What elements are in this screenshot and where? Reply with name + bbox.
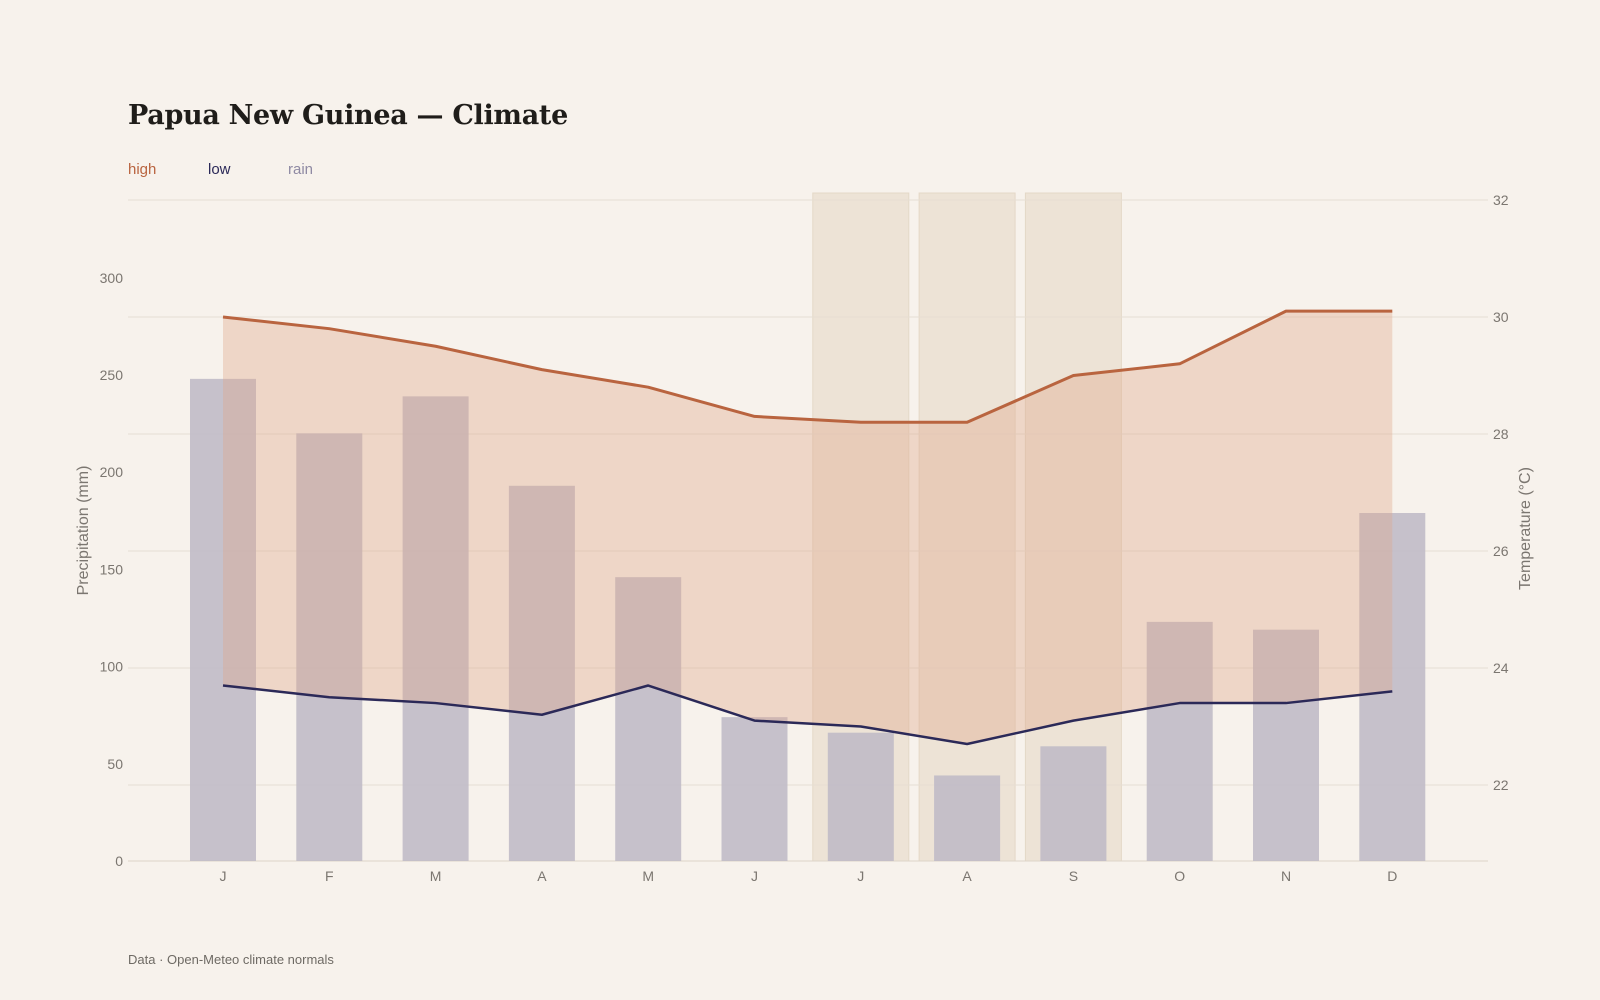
x-tick-label: S xyxy=(1069,868,1078,884)
right-tick-label: 26 xyxy=(1493,543,1509,559)
x-tick-label: A xyxy=(537,868,547,884)
right-tick-label: 32 xyxy=(1493,192,1509,208)
x-tick-label: M xyxy=(642,868,654,884)
left-tick-label: 0 xyxy=(115,853,123,869)
x-tick-label: A xyxy=(962,868,972,884)
rain-bar xyxy=(721,717,788,861)
rain-bar xyxy=(1040,746,1107,861)
rain-bar xyxy=(934,775,1001,861)
left-tick-label: 200 xyxy=(100,464,124,480)
rain-bar xyxy=(1146,621,1213,861)
chart-title: Papua New Guinea — Climate xyxy=(128,100,568,131)
left-tick-label: 150 xyxy=(100,561,124,577)
left-tick-label: 100 xyxy=(100,659,124,675)
left-tick-label: 250 xyxy=(100,367,124,383)
source-note: Data · Open-Meteo climate normals xyxy=(128,952,334,967)
x-tick-label: D xyxy=(1387,868,1397,884)
rain-bar xyxy=(615,577,682,861)
right-tick-label: 24 xyxy=(1493,660,1509,676)
x-tick-label: N xyxy=(1281,868,1291,884)
x-tick-label: J xyxy=(857,868,864,884)
legend-item-low: low xyxy=(208,161,231,178)
x-tick-label: O xyxy=(1174,868,1185,884)
low-line xyxy=(222,684,1393,746)
rain-bar xyxy=(190,378,256,861)
rain-bar xyxy=(827,732,894,861)
rain-bar xyxy=(402,396,469,861)
right-axis-label: Temperature (°C) xyxy=(1517,467,1534,590)
legend-item-high: high xyxy=(128,161,157,178)
rain-bar xyxy=(1359,513,1426,861)
left-tick-label: 50 xyxy=(107,756,123,772)
right-tick-label: 22 xyxy=(1493,777,1509,793)
right-tick-label: 28 xyxy=(1493,426,1509,442)
x-tick-label: J xyxy=(751,868,758,884)
legend-item-rain: rain xyxy=(288,161,314,178)
rain-bar xyxy=(296,433,363,861)
x-tick-label: J xyxy=(220,868,227,884)
temperature-band xyxy=(223,311,1393,745)
left-tick-label: 300 xyxy=(100,270,124,286)
x-tick-label: F xyxy=(325,868,334,884)
x-tick-label: M xyxy=(430,868,442,884)
rain-bar xyxy=(508,485,575,861)
right-tick-label: 30 xyxy=(1493,309,1509,325)
left-axis-label: Precipitation (mm) xyxy=(75,466,92,596)
rain-bar xyxy=(1253,629,1319,861)
high-line xyxy=(222,309,1393,424)
highlight-band-7 xyxy=(918,192,1016,862)
